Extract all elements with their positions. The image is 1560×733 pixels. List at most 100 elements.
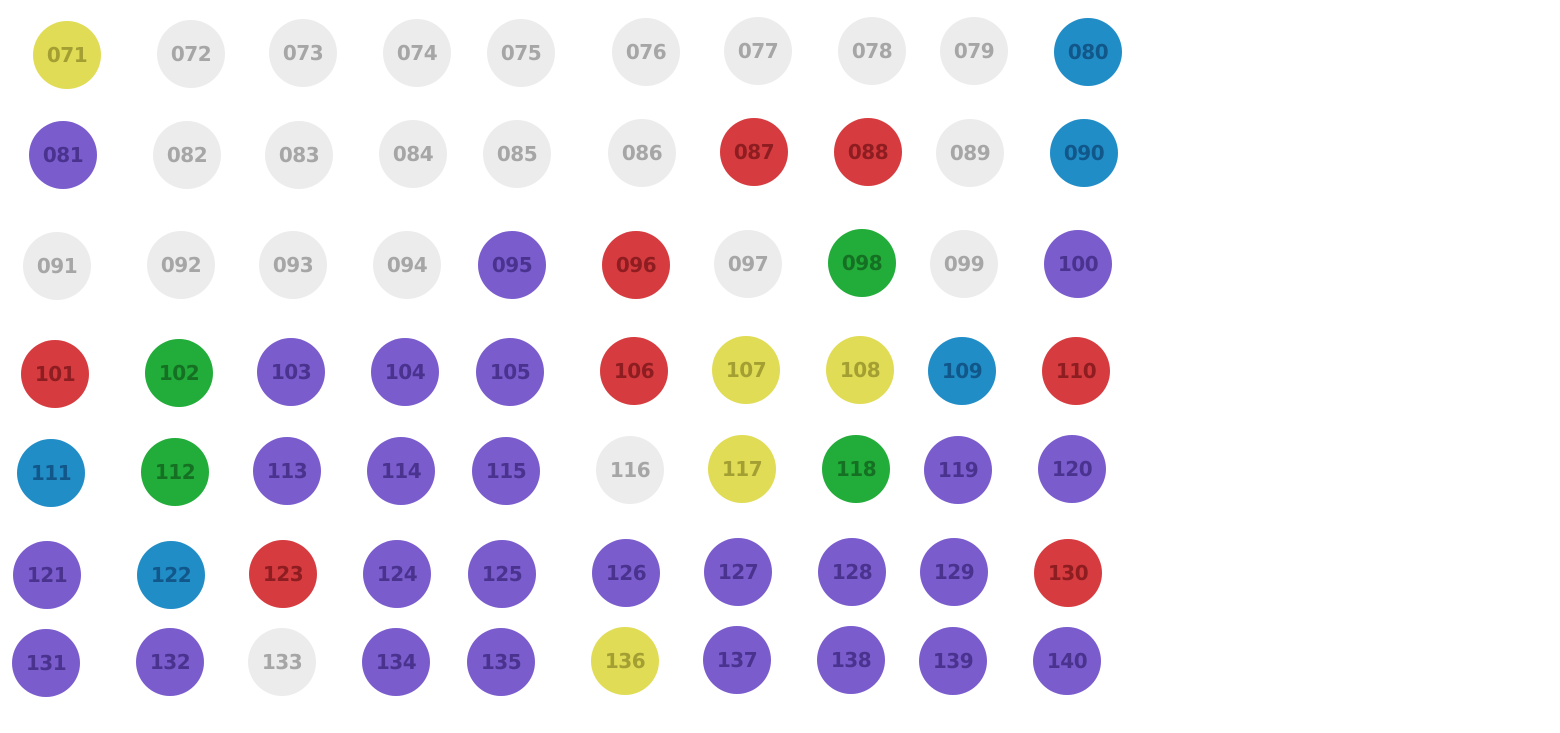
number-circle-078[interactable]: 078	[838, 17, 906, 85]
number-circle-087[interactable]: 087	[720, 118, 788, 186]
number-circle-089[interactable]: 089	[936, 119, 1004, 187]
number-label: 119	[937, 458, 979, 482]
number-label: 120	[1051, 457, 1093, 481]
number-circle-105[interactable]: 105	[476, 338, 544, 406]
number-label: 130	[1047, 561, 1089, 585]
number-circle-085[interactable]: 085	[483, 120, 551, 188]
number-label: 123	[262, 562, 304, 586]
number-circle-128[interactable]: 128	[818, 538, 886, 606]
number-label: 082	[166, 143, 208, 167]
number-circle-117[interactable]: 117	[708, 435, 776, 503]
number-label: 116	[609, 458, 651, 482]
number-label: 101	[34, 362, 76, 386]
number-circle-111[interactable]: 111	[17, 439, 85, 507]
number-circle-119[interactable]: 119	[924, 436, 992, 504]
number-circle-086[interactable]: 086	[608, 119, 676, 187]
number-circle-097[interactable]: 097	[714, 230, 782, 298]
number-label: 109	[941, 359, 983, 383]
number-label: 095	[491, 253, 533, 277]
number-circle-075[interactable]: 075	[487, 19, 555, 87]
number-circle-093[interactable]: 093	[259, 231, 327, 299]
number-circle-081[interactable]: 081	[29, 121, 97, 189]
number-circle-113[interactable]: 113	[253, 437, 321, 505]
number-circle-122[interactable]: 122	[137, 541, 205, 609]
number-circle-099[interactable]: 099	[930, 230, 998, 298]
number-label: 108	[839, 358, 881, 382]
number-circle-090[interactable]: 090	[1050, 119, 1118, 187]
number-circle-102[interactable]: 102	[145, 339, 213, 407]
number-circle-115[interactable]: 115	[472, 437, 540, 505]
number-label: 071	[46, 43, 88, 67]
number-circle-124[interactable]: 124	[363, 540, 431, 608]
number-label: 138	[830, 648, 872, 672]
number-circle-121[interactable]: 121	[13, 541, 81, 609]
number-label: 115	[485, 459, 527, 483]
number-circle-126[interactable]: 126	[592, 539, 660, 607]
number-label: 073	[282, 41, 324, 65]
number-circle-114[interactable]: 114	[367, 437, 435, 505]
number-circle-131[interactable]: 131	[12, 629, 80, 697]
number-circle-116[interactable]: 116	[596, 436, 664, 504]
number-label: 111	[30, 461, 72, 485]
number-circle-096[interactable]: 096	[602, 231, 670, 299]
number-circle-074[interactable]: 074	[383, 19, 451, 87]
number-circle-133[interactable]: 133	[248, 628, 316, 696]
number-circle-112[interactable]: 112	[141, 438, 209, 506]
number-label: 074	[396, 41, 438, 65]
number-circle-107[interactable]: 107	[712, 336, 780, 404]
number-circle-138[interactable]: 138	[817, 626, 885, 694]
number-label: 113	[266, 459, 308, 483]
number-label: 098	[841, 251, 883, 275]
number-circle-134[interactable]: 134	[362, 628, 430, 696]
number-circle-091[interactable]: 091	[23, 232, 91, 300]
number-label: 114	[380, 459, 422, 483]
number-circle-110[interactable]: 110	[1042, 337, 1110, 405]
number-circle-130[interactable]: 130	[1034, 539, 1102, 607]
number-label: 124	[376, 562, 418, 586]
number-circle-079[interactable]: 079	[940, 17, 1008, 85]
number-circle-118[interactable]: 118	[822, 435, 890, 503]
number-circle-095[interactable]: 095	[478, 231, 546, 299]
number-circle-120[interactable]: 120	[1038, 435, 1106, 503]
number-circle-080[interactable]: 080	[1054, 18, 1122, 86]
number-circle-073[interactable]: 073	[269, 19, 337, 87]
number-label: 072	[170, 42, 212, 66]
number-circle-125[interactable]: 125	[468, 540, 536, 608]
number-circle-092[interactable]: 092	[147, 231, 215, 299]
number-circle-123[interactable]: 123	[249, 540, 317, 608]
number-circle-088[interactable]: 088	[834, 118, 902, 186]
number-circle-083[interactable]: 083	[265, 121, 333, 189]
number-circle-077[interactable]: 077	[724, 17, 792, 85]
number-circle-109[interactable]: 109	[928, 337, 996, 405]
number-circle-135[interactable]: 135	[467, 628, 535, 696]
number-label: 137	[716, 648, 758, 672]
number-label: 090	[1063, 141, 1105, 165]
number-circle-072[interactable]: 072	[157, 20, 225, 88]
number-circle-098[interactable]: 098	[828, 229, 896, 297]
number-label: 112	[154, 460, 196, 484]
number-circle-132[interactable]: 132	[136, 628, 204, 696]
number-label: 076	[625, 40, 667, 64]
number-circle-103[interactable]: 103	[257, 338, 325, 406]
number-circle-127[interactable]: 127	[704, 538, 772, 606]
number-label: 104	[384, 360, 426, 384]
number-circle-100[interactable]: 100	[1044, 230, 1112, 298]
number-circle-137[interactable]: 137	[703, 626, 771, 694]
number-label: 106	[613, 359, 655, 383]
number-circle-094[interactable]: 094	[373, 231, 441, 299]
number-label: 126	[605, 561, 647, 585]
number-label: 132	[149, 650, 191, 674]
number-label: 140	[1046, 649, 1088, 673]
number-circle-076[interactable]: 076	[612, 18, 680, 86]
number-circle-106[interactable]: 106	[600, 337, 668, 405]
number-circle-129[interactable]: 129	[920, 538, 988, 606]
number-circle-101[interactable]: 101	[21, 340, 89, 408]
number-circle-071[interactable]: 071	[33, 21, 101, 89]
number-circle-139[interactable]: 139	[919, 627, 987, 695]
number-circle-136[interactable]: 136	[591, 627, 659, 695]
number-circle-108[interactable]: 108	[826, 336, 894, 404]
number-circle-082[interactable]: 082	[153, 121, 221, 189]
number-circle-140[interactable]: 140	[1033, 627, 1101, 695]
number-circle-104[interactable]: 104	[371, 338, 439, 406]
number-circle-084[interactable]: 084	[379, 120, 447, 188]
